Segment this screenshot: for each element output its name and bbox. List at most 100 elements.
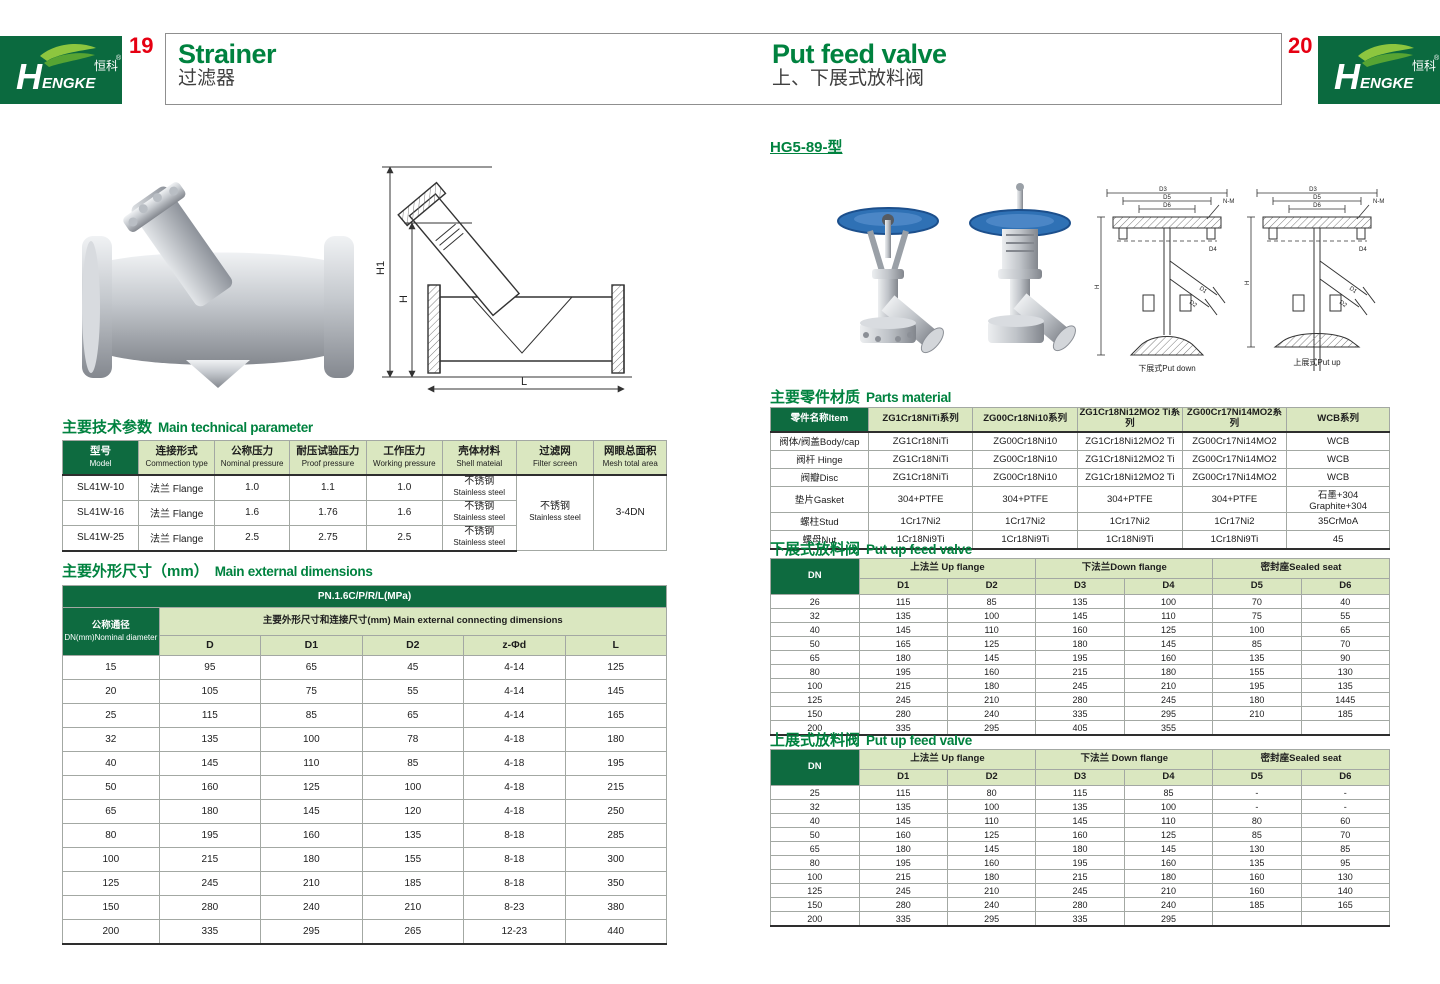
table-cell: 440 bbox=[564, 919, 667, 945]
table-cell: 210 bbox=[946, 883, 1037, 898]
dim-table: PN.1.6C/P/R/L(MPa) 公称通径 DN(mm)Nominal dia… bbox=[62, 585, 668, 945]
table-cell: 110 bbox=[1123, 608, 1214, 623]
table-cell: 阀杆 Hinge bbox=[770, 449, 869, 469]
table-cell: 185 bbox=[1212, 897, 1302, 912]
table-row: 32 135 100 145 110 75 55 bbox=[770, 608, 1391, 623]
table-cell: 210 bbox=[1212, 706, 1302, 721]
svg-text:D6: D6 bbox=[1313, 203, 1321, 209]
put-up-drawing: D3 D5 D6 N-M D4 D1 D2 H 上展式Put up bbox=[1245, 187, 1384, 371]
table-cell: 100 bbox=[1123, 594, 1214, 609]
table-cell: 210 bbox=[1123, 883, 1214, 898]
table-cell: 180 bbox=[1123, 869, 1214, 884]
table-row: 阀体/阀盖Body/cap ZG1Cr18NiTi ZG00Cr18Ni10 ZG1C… bbox=[770, 431, 1390, 451]
table-cell: 335 bbox=[858, 911, 948, 927]
table-row: 200 335 295 405 355 bbox=[770, 720, 1391, 736]
svg-text:恒科: 恒科 bbox=[1412, 59, 1436, 73]
dim-label-l: L bbox=[521, 376, 527, 388]
table-cell: 1Cr17Ni2 bbox=[1181, 511, 1288, 531]
table-cell: 165 bbox=[1300, 897, 1391, 912]
table-cell: 295 bbox=[1123, 706, 1214, 721]
table-cell: 120 bbox=[361, 799, 465, 824]
table-row: 25 115 80 115 85- - bbox=[770, 785, 1391, 800]
table-cell: 1Cr17Ni2 bbox=[1077, 511, 1183, 531]
table-cell: 180 bbox=[946, 678, 1037, 693]
table-cell: 160 bbox=[946, 855, 1037, 870]
table-cell: 160 bbox=[158, 775, 262, 800]
table-row: SL41W-25 法兰 Flange 2.5 2.75 2.5 不锈钢 Stain… bbox=[61, 524, 667, 552]
table-row: 100 215 180 215 180 160 130 bbox=[770, 869, 1391, 884]
table-cell bbox=[1212, 911, 1302, 927]
table-row: 125 245 210 245 210 160 140 bbox=[770, 883, 1391, 898]
parts-table: 零件名称Item ZG1Cr18NiTi系列 ZG00Cr18Ni10系列 ZG… bbox=[770, 407, 1390, 550]
up-feed-section-title: 上展式放料阀 Put up feed valve bbox=[770, 732, 972, 749]
table-cell: 石墨+304 Graphite+304 bbox=[1286, 485, 1390, 513]
page-number-left: 19 bbox=[129, 33, 154, 58]
table-cell: 180 bbox=[1212, 692, 1302, 707]
brand-reg: ® bbox=[116, 54, 122, 62]
table-cell: 85 bbox=[1212, 636, 1302, 651]
svg-text:D2: D2 bbox=[1338, 300, 1348, 310]
table-cell: 210 bbox=[1123, 678, 1214, 693]
table-cell: 145 bbox=[1035, 608, 1125, 623]
table-cell: 40 bbox=[770, 813, 860, 828]
right-title-cn: 上、下展式放料阀 bbox=[772, 68, 925, 90]
table-cell: 380 bbox=[564, 895, 667, 920]
table-cell: 180 bbox=[564, 727, 667, 752]
table-cell: 185 bbox=[361, 871, 465, 896]
table-cell: 4-14 bbox=[463, 703, 566, 728]
table-row: SL41W-10 法兰 Flange 1.0 1.1 1.0 不锈钢 Stainl… bbox=[61, 474, 667, 551]
table-cell: ZG00Cr17Ni14MO2 bbox=[1181, 449, 1288, 469]
table-cell: 200 bbox=[770, 911, 860, 927]
table-cell: 26 bbox=[770, 594, 860, 609]
table-cell: 12-23 bbox=[463, 919, 566, 945]
table-cell: 240 bbox=[946, 897, 1037, 912]
hengke-logo-art: H ENGKE 恒科 ® bbox=[1318, 36, 1440, 104]
table-row: 200 335 295 265 12-23 440 bbox=[62, 919, 667, 945]
table-cell: ZG1Cr18NiTi bbox=[867, 449, 974, 469]
table-cell: 135 bbox=[361, 823, 465, 848]
table-cell: 78 bbox=[361, 727, 465, 752]
table-cell: 100 bbox=[946, 799, 1037, 814]
table-cell: ZG1Cr18Ni12MO2 Ti bbox=[1077, 467, 1183, 487]
table-cell: 40 bbox=[1300, 594, 1391, 609]
table-row: 80 195 160 215 180 155 130 bbox=[770, 664, 1391, 679]
table-cell: ZG1Cr18Ni12MO2 Ti bbox=[1077, 449, 1183, 469]
feed-valve-photos bbox=[837, 183, 1076, 354]
table-row: 65 180 145 195 160 135 90 bbox=[770, 650, 1391, 665]
table-cell: 60 bbox=[1300, 813, 1391, 828]
table-cell: 250 bbox=[564, 799, 667, 824]
table-cell: 25 bbox=[770, 785, 860, 800]
table-row: 150 280 240 335 295 210 185 bbox=[770, 706, 1391, 721]
table-cell: 155 bbox=[361, 847, 465, 872]
table-cell: 210 bbox=[260, 871, 363, 896]
table-row: 40 145 110 85 4-18 195 bbox=[62, 751, 667, 776]
table-cell: 8-18 bbox=[463, 847, 566, 872]
strainer-drawing: H1 H L bbox=[375, 166, 632, 393]
table-row: 15 95 65 45 4-14 125 bbox=[62, 655, 667, 680]
dim-label-d4: D4 bbox=[1209, 247, 1217, 253]
table-cell: 295 bbox=[1123, 911, 1214, 927]
tech-section-title: 主要技术参数 Main technical parameter bbox=[62, 419, 313, 436]
table-cell: 50 bbox=[62, 775, 160, 800]
table-cell: 80 bbox=[946, 785, 1037, 800]
table-cell: 145 bbox=[858, 622, 948, 637]
table-row: 40 145 110 145 110 80 60 bbox=[770, 813, 1391, 828]
table-cell: 160 bbox=[1035, 622, 1125, 637]
table-cell: 1445 bbox=[1300, 692, 1391, 707]
table-cell: 245 bbox=[858, 883, 948, 898]
table-cell: 265 bbox=[361, 919, 465, 945]
table-cell: 1Cr17Ni2 bbox=[972, 511, 1079, 531]
right-title-en: Put feed valve bbox=[772, 39, 947, 69]
table-row: 125 245 210 280 245 180 1445 bbox=[770, 692, 1391, 707]
table-cell: 160 bbox=[1035, 827, 1125, 842]
table-row: 100 215 180 155 8-18 300 bbox=[62, 847, 667, 872]
svg-text:D1: D1 bbox=[1348, 286, 1358, 296]
left-title-en: Strainer bbox=[178, 39, 277, 69]
table-cell: 15 bbox=[62, 655, 160, 680]
table-cell: 145 bbox=[564, 679, 667, 704]
table-cell: 115 bbox=[1035, 785, 1125, 800]
table-cell: ZG1Cr18NiTi bbox=[867, 467, 974, 487]
table-cell bbox=[1300, 911, 1391, 927]
table-cell: 80 bbox=[62, 823, 160, 848]
table-cell: 70 bbox=[1212, 594, 1302, 609]
